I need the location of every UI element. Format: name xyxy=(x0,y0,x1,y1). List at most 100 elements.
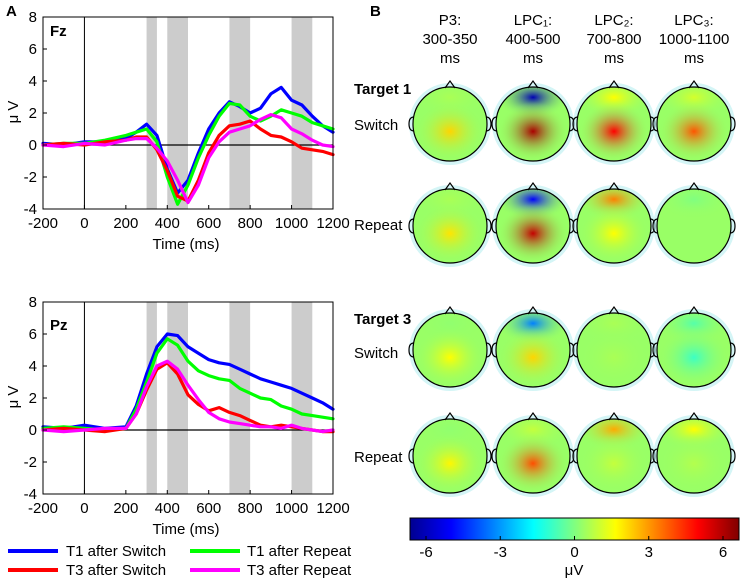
head-outline xyxy=(412,188,488,264)
head-outline xyxy=(495,312,571,388)
legend: T1 after Switch T1 after Repeat T3 after… xyxy=(8,543,352,579)
x-axis-label-fz: Time (ms) xyxy=(153,236,220,253)
legend-label-t3-switch: T3 after Switch xyxy=(66,562,166,579)
col-header-lpc2-unit: ms xyxy=(604,50,624,67)
x-axis-label-pz: Time (ms) xyxy=(153,521,220,538)
topo-map xyxy=(491,305,575,391)
time-window-band xyxy=(167,302,188,494)
nose-marker xyxy=(527,79,539,89)
topo-map xyxy=(572,411,656,497)
head-outline xyxy=(656,312,732,388)
y-tick-label: 2 xyxy=(29,390,37,407)
right-ear xyxy=(485,342,492,358)
left-ear xyxy=(408,218,415,234)
y-tick-label: -4 xyxy=(24,486,37,503)
x-tick-label: 800 xyxy=(238,500,263,517)
left-ear xyxy=(491,116,498,132)
plot-title-pz: Pz xyxy=(50,317,68,334)
head-outline xyxy=(576,188,652,264)
topo-grid xyxy=(408,79,736,497)
y-tick-label: 0 xyxy=(29,137,37,154)
y-axis-label-fz: μ V xyxy=(5,101,22,124)
topo-central-region xyxy=(414,433,486,493)
nose-marker xyxy=(688,411,700,421)
x-tick-label: 200 xyxy=(113,500,138,517)
x-tick-label: 1200 xyxy=(316,500,349,517)
x-tick-label: 200 xyxy=(113,215,138,232)
topo-column-headers: P3: 300-350 ms LPC₁: 400-500 ms LPC₂: 70… xyxy=(422,12,729,67)
col-header-lpc1-name: LPC₁: xyxy=(514,12,552,29)
colorbar-tick-label: -3 xyxy=(494,544,507,561)
legend-label-t1-repeat: T1 after Repeat xyxy=(247,543,352,560)
topo-central-region xyxy=(578,433,650,493)
head-outline xyxy=(412,312,488,388)
topo-central-region xyxy=(578,101,650,161)
x-tick-label: 400 xyxy=(155,215,180,232)
y-tick-label: -2 xyxy=(24,169,37,186)
topo-map xyxy=(572,79,656,165)
col-header-lpc3-name: LPC₃: xyxy=(674,12,713,29)
topo-central-region xyxy=(578,327,650,387)
row-label-t1-repeat: Repeat xyxy=(354,217,403,234)
time-window-band xyxy=(146,17,157,209)
topo-map xyxy=(408,181,492,267)
row-label-t1-switch: Switch xyxy=(354,117,398,134)
head-outline xyxy=(495,188,571,264)
series-line-t3-after-repeat xyxy=(41,112,335,205)
nose-marker xyxy=(527,411,539,421)
colorbar-tick-label: 3 xyxy=(645,544,653,561)
row-label-t3-switch: Switch xyxy=(354,345,398,362)
col-header-lpc1-unit: ms xyxy=(523,50,543,67)
time-window-band xyxy=(229,17,251,209)
time-window-band xyxy=(291,17,313,209)
nose-marker xyxy=(527,181,539,191)
right-ear xyxy=(485,218,492,234)
nose-marker xyxy=(608,181,620,191)
topo-map xyxy=(408,79,492,165)
x-tick-label: 1000 xyxy=(275,500,308,517)
y-tick-label: 2 xyxy=(29,105,37,122)
col-header-lpc3-range: 1000-1100 xyxy=(659,31,730,48)
right-ear xyxy=(729,342,736,358)
topo-central-region xyxy=(414,101,486,161)
nose-marker xyxy=(444,305,456,315)
topo-map xyxy=(652,79,736,165)
left-ear xyxy=(408,342,415,358)
erp-plot-pz: -200 0 200 400 600 800 1000 1200 -4 -2 0 2 4 6 8 Pz Ti… xyxy=(5,294,350,538)
nose-marker xyxy=(444,411,456,421)
left-ear xyxy=(652,218,659,234)
colorbar: -6 -3 0 3 6 μV xyxy=(409,517,740,579)
topo-central-region xyxy=(497,433,569,493)
x-tick-label: 600 xyxy=(196,500,221,517)
col-header-lpc2-range: 700-800 xyxy=(586,31,641,48)
y-tick-label: 6 xyxy=(29,326,37,343)
time-window-band xyxy=(291,302,313,494)
y-axis-label-pz: μ V xyxy=(5,386,22,409)
right-ear xyxy=(485,448,492,464)
head-outline xyxy=(576,418,652,494)
left-ear xyxy=(572,116,579,132)
left-ear xyxy=(491,342,498,358)
topo-map xyxy=(491,79,575,165)
left-ear xyxy=(572,448,579,464)
topo-central-region xyxy=(414,203,486,263)
topo-central-region xyxy=(658,433,730,493)
x-tick-label: 800 xyxy=(238,215,263,232)
x-tick-label: -200 xyxy=(28,215,58,232)
y-tick-label: -4 xyxy=(24,201,37,218)
topo-central-region xyxy=(658,327,730,387)
nose-marker xyxy=(444,79,456,89)
series-line-t3-after-repeat xyxy=(41,359,335,434)
right-ear xyxy=(485,116,492,132)
y-tick-label: 6 xyxy=(29,41,37,58)
head-outline xyxy=(495,418,571,494)
right-ear xyxy=(729,218,736,234)
nose-marker xyxy=(688,305,700,315)
group-title-target-1: Target 1 xyxy=(354,81,411,98)
legend-label-t3-repeat: T3 after Repeat xyxy=(247,562,352,579)
nose-marker xyxy=(688,181,700,191)
series-line-t1-after-repeat xyxy=(41,101,335,206)
topo-central-region xyxy=(414,327,486,387)
topo-map xyxy=(408,305,492,391)
